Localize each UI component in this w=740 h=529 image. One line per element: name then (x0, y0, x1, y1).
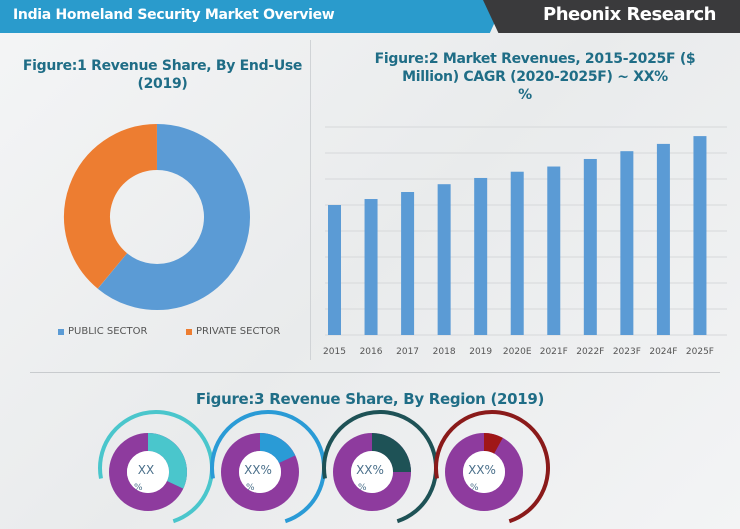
region-value-label: XX (138, 463, 154, 477)
region-donut-slice (371, 433, 411, 473)
decorative-ring-arc (434, 410, 550, 524)
bar-2021F (547, 166, 561, 335)
legend-private: PRIVATE SECTOR (186, 326, 280, 337)
region-value-label: XX% (468, 463, 496, 477)
brand-name: Pheonix Research (543, 4, 716, 25)
bar-2022F (583, 158, 597, 335)
donut-slice-public-sector (97, 124, 250, 310)
bar-2019 (474, 177, 488, 335)
legend-swatch (186, 328, 192, 335)
region-donut-hole (239, 451, 281, 493)
x-tick-label: 2020E (503, 347, 532, 357)
region-donut-slice (259, 433, 296, 464)
x-tick-label: 2022F (576, 347, 604, 357)
vertical-divider (310, 40, 311, 360)
region-value-unit: % (134, 483, 143, 493)
region-value-unit: % (470, 483, 479, 493)
bar-2024F (656, 143, 670, 335)
x-tick-label: 2019 (469, 347, 492, 357)
brand-box: Pheonix Research (483, 0, 740, 33)
region-donut-hole (127, 451, 169, 493)
region-donut-hole (351, 451, 393, 493)
region-donut-slice (147, 433, 187, 489)
x-tick-label: 2023F (613, 347, 641, 357)
bar-2023F (620, 151, 634, 335)
x-tick-label: 2017 (396, 347, 419, 357)
region-value-unit: % (246, 483, 255, 493)
figure1-title: Figure:1 Revenue Share, By End-Use (2019… (22, 58, 303, 92)
bar-2025F (693, 136, 707, 335)
region-donut-slice (483, 433, 503, 454)
region-value-label: XX% (244, 463, 272, 477)
bar-2020E (510, 171, 524, 335)
x-tick-label: 2015 (323, 347, 346, 357)
region-value-label: XX% (356, 463, 384, 477)
figure3-title: Figure:3 Revenue Share, By Region (2019) (195, 390, 545, 408)
header-bar: India Homeland Security Market Overview (0, 0, 505, 33)
figure2-title: Figure:2 Market Revenues, 2015-2025F ($ … (374, 51, 696, 85)
figure2-title-line3: % (518, 87, 532, 103)
decorative-ring-arc (322, 410, 438, 524)
horizontal-divider (30, 372, 720, 373)
decorative-ring-arc (210, 410, 326, 524)
x-tick-label: 2021F (540, 347, 568, 357)
bar-2018 (437, 184, 451, 335)
legend-swatch (58, 328, 64, 335)
decorative-ring-arc (98, 410, 214, 524)
legend-label: PRIVATE SECTOR (196, 326, 281, 337)
legend-public: PUBLIC SECTOR (58, 326, 147, 337)
x-tick-label: 2024F (649, 347, 677, 357)
region-donut-hole (463, 451, 505, 493)
page-title: India Homeland Security Market Overview (13, 7, 335, 23)
bar-2016 (364, 199, 378, 335)
donut-slice-private-sector (64, 124, 158, 289)
bar-2017 (401, 192, 415, 335)
legend-label: PUBLIC SECTOR (68, 326, 148, 337)
bar-2015 (328, 205, 341, 335)
x-tick-label: 2016 (360, 347, 383, 357)
x-tick-label: 2025F (686, 347, 714, 357)
x-tick-label: 2018 (433, 347, 456, 357)
region-value-unit: % (358, 483, 367, 493)
